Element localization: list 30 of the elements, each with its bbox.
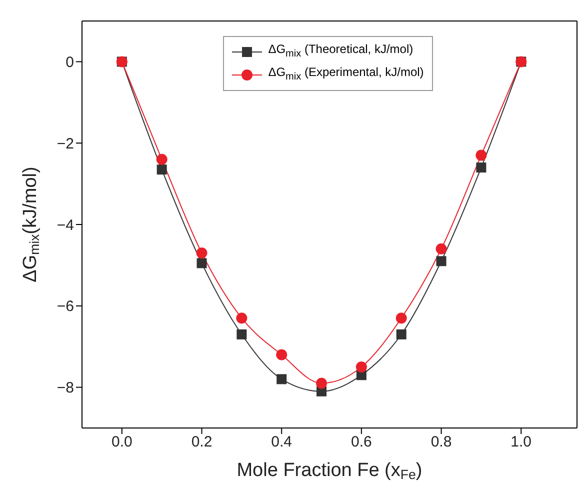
legend-label: ΔG$_{mix}$ (Experimental, kJ/mol) — [268, 64, 424, 85]
point — [396, 329, 406, 340]
x-tick-label: 0.0 — [111, 434, 132, 451]
point — [156, 164, 167, 175]
point — [156, 154, 168, 165]
x-tick-label: 0.2 — [191, 434, 212, 451]
point — [476, 162, 486, 173]
x-tick-label: 1.0 — [510, 434, 532, 451]
point — [196, 258, 207, 268]
point — [436, 243, 447, 254]
point — [356, 361, 367, 372]
y-tick-label: −8 — [56, 380, 74, 397]
point — [196, 247, 208, 258]
point — [476, 150, 487, 161]
legend-label: ΔG$_{mix}$ (Theoretical, kJ/mol) — [268, 41, 414, 62]
point — [436, 256, 446, 266]
point — [236, 312, 248, 324]
point — [236, 329, 247, 340]
point — [316, 378, 328, 389]
y-tick-label: −2 — [56, 135, 74, 152]
y-tick-label: −6 — [56, 298, 74, 316]
x-tick-label: 0.4 — [271, 434, 292, 451]
y-tick-label: −4 — [56, 216, 74, 234]
point — [276, 374, 287, 384]
x-axis-title: Mole Fraction Fe (x$_{Fe}$) — [236, 460, 422, 482]
point — [396, 312, 407, 324]
x-tick-label: 0.8 — [430, 434, 452, 451]
point — [276, 349, 288, 360]
y-tick-label: 0 — [66, 54, 74, 72]
x-tick-label: 0.6 — [351, 434, 372, 451]
